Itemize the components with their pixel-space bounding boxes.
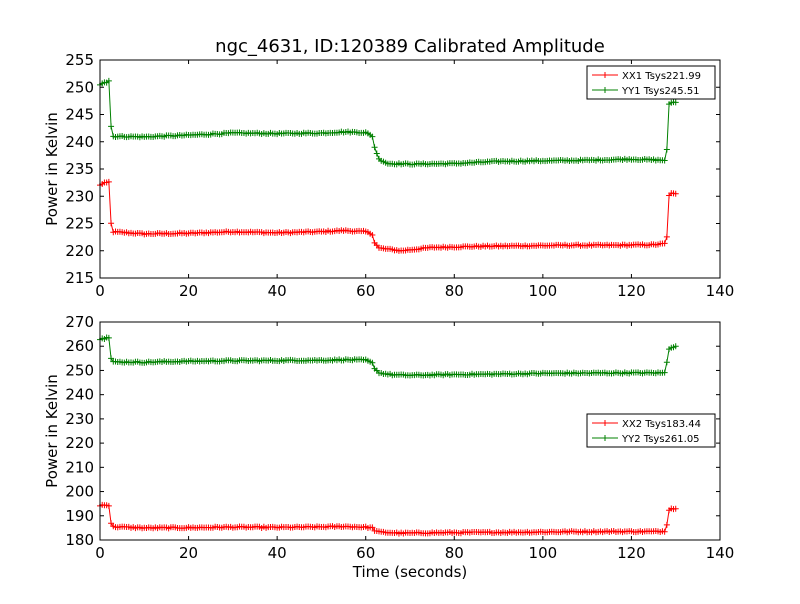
x-tick-label: 100 [529, 544, 558, 562]
y-tick-label: 270 [65, 313, 94, 331]
x-tick-label: 40 [268, 544, 287, 562]
legend: XX2 Tsys183.44 YY2 Tsys261.05 [587, 414, 715, 447]
y-axis-label: Power in Kelvin [43, 374, 61, 488]
x-tick-label: 100 [529, 282, 558, 300]
chart-figure: 0 20 40 60 80 100 120 140 215 220 225 230 235 240 245 2… [0, 0, 800, 600]
x-tick-label: 60 [356, 282, 375, 300]
x-tick-label: 20 [179, 282, 198, 300]
x-tick-label: 120 [617, 282, 646, 300]
y-tick-label: 225 [65, 215, 94, 233]
y-tick-label: 250 [65, 78, 94, 96]
figure: 0 20 40 60 80 100 120 140 215 220 225 230 235 240 245 2… [0, 0, 800, 600]
y-tick-label: 240 [65, 133, 94, 151]
y-tick-label: 230 [65, 410, 94, 428]
legend-label: XX2 Tsys183.44 [622, 419, 701, 430]
x-tick-label: 140 [706, 282, 735, 300]
y-tick-label: 220 [65, 242, 94, 260]
x-tick-label: 40 [268, 282, 287, 300]
x-tick-label: 80 [445, 544, 464, 562]
legend: XX1 Tsys221.99 YY1 Tsys245.51 [587, 66, 715, 99]
y-tick-label: 220 [65, 434, 94, 452]
x-tick-label: 120 [617, 544, 646, 562]
x-axis-label: Time (seconds) [352, 563, 468, 581]
y-tick-label: 215 [65, 269, 94, 287]
y-tick-label: 210 [65, 458, 94, 476]
y-tick-label: 190 [65, 507, 94, 525]
y-tick-label: 245 [65, 106, 94, 124]
y-tick-label: 250 [65, 361, 94, 379]
y-tick-label: 240 [65, 386, 94, 404]
x-tick-label: 0 [95, 282, 105, 300]
legend-label: YY2 Tsys261.05 [621, 434, 700, 445]
y-tick-label: 235 [65, 160, 94, 178]
y-tick-label: 255 [65, 51, 94, 69]
y-tick-label: 260 [65, 337, 94, 355]
x-tick-label: 140 [706, 544, 735, 562]
x-tick-label: 80 [445, 282, 464, 300]
y-axis-label: Power in Kelvin [43, 112, 61, 226]
x-tick-label: 60 [356, 544, 375, 562]
y-tick-label: 180 [65, 531, 94, 549]
y-tick-label: 200 [65, 483, 94, 501]
figure-title: ngc_4631, ID:120389 Calibrated Amplitude [215, 36, 605, 57]
legend-label: YY1 Tsys245.51 [621, 86, 700, 97]
y-tick-label: 230 [65, 187, 94, 205]
x-tick-label: 20 [179, 544, 198, 562]
legend-label: XX1 Tsys221.99 [622, 71, 701, 82]
x-tick-label: 0 [95, 544, 105, 562]
